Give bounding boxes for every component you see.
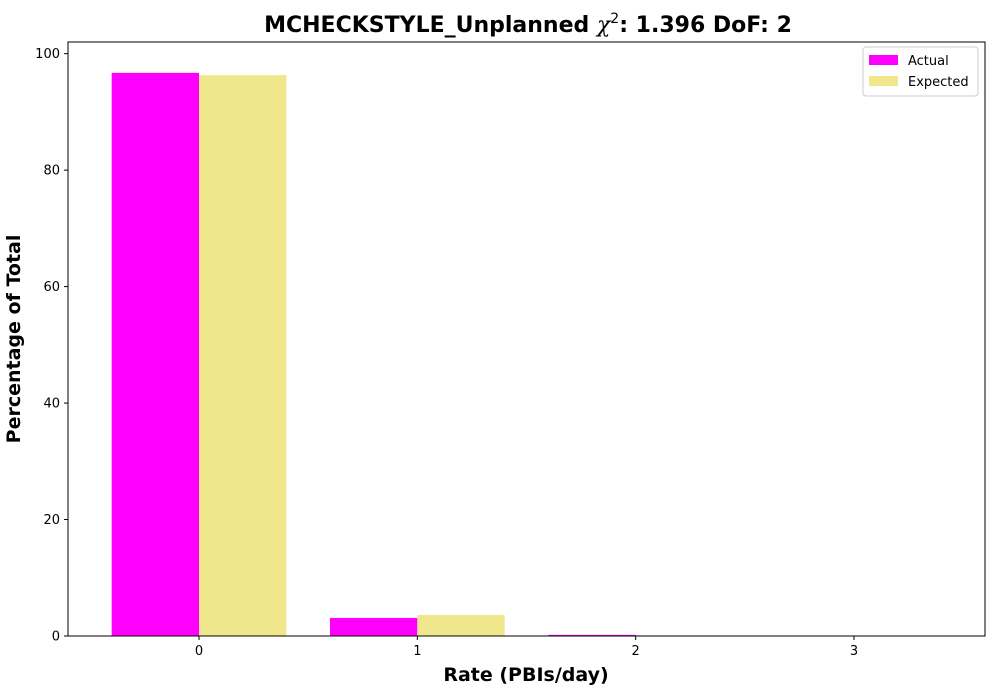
y-tick-label: 20 (43, 513, 60, 528)
legend-swatch-actual (869, 55, 898, 65)
y-tick-label: 80 (43, 164, 60, 179)
chart-title: MCHECKSTYLE_Unplanned χ2: 1.396 DoF: 2 (264, 11, 792, 38)
legend-swatch-expected (869, 76, 898, 86)
bars-group (111, 72, 723, 637)
x-axis: 0 1 2 3 (195, 636, 858, 659)
legend-label-expected: Expected (908, 75, 969, 90)
chart-title-sup: 2 (610, 11, 619, 27)
chart-title-rest: : 1.396 DoF: 2 (619, 13, 792, 38)
bar-actual-2 (548, 634, 636, 636)
x-tick-label: 1 (413, 644, 421, 659)
y-axis: 0 20 40 60 80 100 (35, 47, 68, 645)
y-tick-label: 100 (35, 47, 60, 62)
x-tick-label: 0 (195, 644, 203, 659)
x-axis-label: Rate (PBIs/day) (443, 664, 608, 686)
plot-frame (67, 41, 986, 637)
bar-actual-0 (111, 72, 199, 637)
y-tick-label: 40 (43, 397, 60, 412)
legend-label-actual: Actual (908, 54, 949, 69)
legend: Actual Expected (862, 46, 979, 97)
y-tick-label: 60 (43, 280, 60, 295)
chart-title-chi: χ (595, 13, 612, 38)
x-tick-label: 3 (850, 644, 858, 659)
y-axis-label: Percentage of Total (3, 235, 25, 444)
y-tick-label: 0 (52, 630, 60, 645)
bar-expected-1 (417, 615, 505, 636)
x-tick-label: 2 (632, 644, 640, 659)
bar-actual-1 (330, 617, 418, 636)
bar-expected-0 (199, 75, 287, 637)
